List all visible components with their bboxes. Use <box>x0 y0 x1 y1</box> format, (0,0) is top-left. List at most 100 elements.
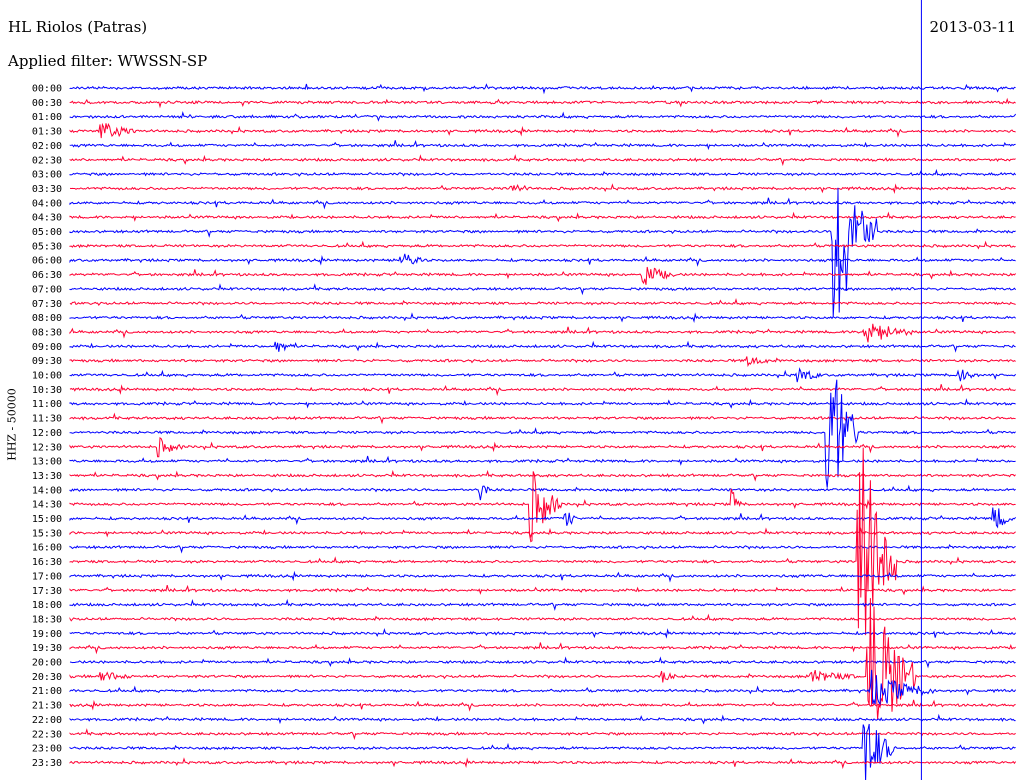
time-tick-label: 11:00 <box>32 399 62 410</box>
time-tick-label: 16:00 <box>32 543 62 554</box>
trace-row-0630 <box>69 266 1016 285</box>
time-tick-label: 02:30 <box>32 155 62 166</box>
trace-row-1800 <box>69 598 1016 612</box>
trace-row-0930 <box>69 356 1016 368</box>
trace-row-0530 <box>69 240 1016 250</box>
trace-row-1630 <box>69 447 1016 636</box>
time-tick-label: 23:00 <box>32 744 62 755</box>
trace-row-1430 <box>69 471 1016 543</box>
time-tick-label: 21:00 <box>32 686 62 697</box>
time-tick-label: 17:00 <box>32 571 62 582</box>
trace-row-1730 <box>69 584 1016 596</box>
trace-row-2200 <box>69 713 1016 725</box>
trace-row-1400 <box>69 484 1016 501</box>
trace-row-2000 <box>69 656 1016 669</box>
trace-row-1000 <box>69 367 1016 383</box>
time-tick-label: 14:30 <box>32 500 62 511</box>
trace-row-0730 <box>69 297 1016 306</box>
trace-row-0400 <box>69 197 1016 210</box>
trace-row-0430 <box>69 211 1016 223</box>
trace-row-2300 <box>69 723 1016 780</box>
trace-row-2030 <box>69 598 1016 720</box>
time-tick-label: 11:30 <box>32 414 62 425</box>
time-tick-label: 00:00 <box>32 84 62 95</box>
record-date: 2013-03-11 <box>929 18 1016 36</box>
trace-row-0130 <box>69 122 1016 139</box>
trace-row-1130 <box>69 412 1016 425</box>
time-tick-label: 05:00 <box>32 227 62 238</box>
time-tick-label: 07:30 <box>32 299 62 310</box>
trace-row-1330 <box>69 469 1016 482</box>
time-tick-label: 10:30 <box>32 385 62 396</box>
time-tick-label: 19:00 <box>32 629 62 640</box>
time-tick-label: 07:00 <box>32 284 62 295</box>
trace-row-0000 <box>69 83 1016 95</box>
time-tick-label: 03:00 <box>32 170 62 181</box>
time-tick-label: 17:30 <box>32 586 62 597</box>
time-tick-label: 23:30 <box>32 758 62 769</box>
time-tick-label: 04:30 <box>32 213 62 224</box>
trace-row-1500 <box>69 507 1016 529</box>
trace-row-1900 <box>69 628 1016 639</box>
trace-row-2330 <box>69 757 1017 770</box>
time-tick-label: 12:30 <box>32 442 62 453</box>
trace-row-0230 <box>69 154 1016 167</box>
time-tick-label: 08:30 <box>32 327 62 338</box>
time-tick-label: 08:00 <box>32 313 62 324</box>
trace-row-0600 <box>69 253 1016 267</box>
trace-row-0700 <box>69 283 1016 296</box>
time-tick-label: 20:30 <box>32 672 62 683</box>
time-tick-label: 22:00 <box>32 715 62 726</box>
time-tick-label: 19:30 <box>32 643 62 654</box>
time-tick-label: 20:00 <box>32 658 62 669</box>
trace-row-2100 <box>69 669 1017 706</box>
trace-row-2130 <box>69 699 1016 712</box>
time-tick-label: 06:30 <box>32 270 62 281</box>
time-tick-label: 15:30 <box>32 528 62 539</box>
trace-row-1300 <box>69 455 1016 466</box>
trace-row-0330 <box>69 183 1016 194</box>
time-tick-label: 10:00 <box>32 371 62 382</box>
trace-row-1200 <box>69 379 1016 488</box>
trace-row-0100 <box>69 111 1017 122</box>
trace-row-0800 <box>69 312 1016 324</box>
time-tick-label: 12:00 <box>32 428 62 439</box>
trace-row-1700 <box>69 570 1016 583</box>
trace-row-1230 <box>69 437 1016 458</box>
trace-row-1930 <box>69 642 1016 655</box>
trace-row-0900 <box>69 340 1016 353</box>
trace-row-0200 <box>69 140 1016 151</box>
time-tick-label: 09:00 <box>32 342 62 353</box>
time-tick-label: 14:00 <box>32 485 62 496</box>
time-tick-labels: 00:00 00:30 01:00 01:30 02:00 02:30 03:00 03:30… <box>32 84 62 769</box>
time-tick-label: 03:30 <box>32 184 62 195</box>
trace-row-0830 <box>69 323 1016 343</box>
trace-row-0500 <box>69 187 1016 317</box>
trace-row-0300 <box>69 168 1017 177</box>
time-tick-label: 21:30 <box>32 701 62 712</box>
time-tick-label: 01:30 <box>32 127 62 138</box>
time-tick-label: 00:30 <box>32 98 62 109</box>
trace-row-1030 <box>69 383 1016 397</box>
trace-row-1100 <box>69 398 1016 409</box>
time-tick-label: 05:30 <box>32 241 62 252</box>
time-tick-label: 01:00 <box>32 112 62 123</box>
filter-label: Applied filter: WWSSN-SP <box>8 52 208 70</box>
station-title: HL Riolos (Patras) <box>8 18 148 36</box>
time-tick-label: 02:00 <box>32 141 62 152</box>
time-tick-label: 22:30 <box>32 729 62 740</box>
time-tick-label: 13:00 <box>32 457 62 468</box>
time-tick-label: 13:30 <box>32 471 62 482</box>
time-tick-label: 16:30 <box>32 557 62 568</box>
trace-row-2230 <box>69 728 1016 741</box>
time-tick-label: 18:00 <box>32 600 62 611</box>
time-tick-label: 18:30 <box>32 614 62 625</box>
trace-row-0030 <box>69 97 1016 109</box>
time-tick-label: 06:00 <box>32 256 62 267</box>
seismic-traces <box>69 83 1017 780</box>
time-tick-label: 09:30 <box>32 356 62 367</box>
trace-row-1830 <box>69 613 1017 622</box>
trace-row-1530 <box>69 527 1016 538</box>
time-tick-label: 04:00 <box>32 198 62 209</box>
